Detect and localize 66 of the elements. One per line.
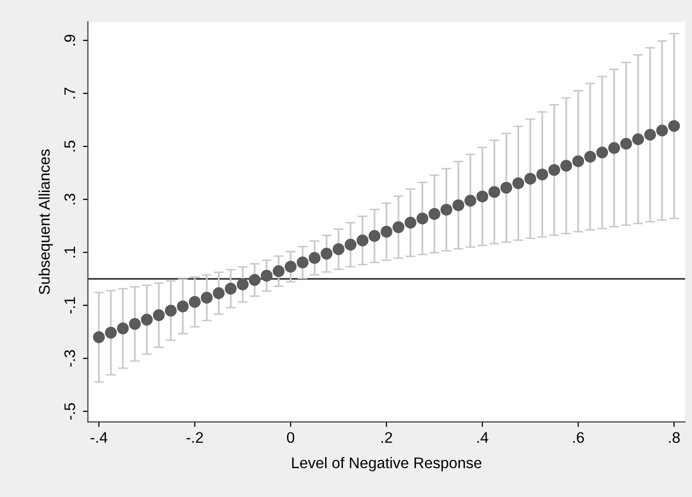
- x-axis-title: Level of Negative Response: [292, 457, 482, 472]
- point: [356, 234, 368, 246]
- point: [632, 133, 644, 146]
- point: [488, 186, 500, 198]
- point: [644, 128, 656, 141]
- point: [284, 260, 297, 273]
- point: [452, 199, 464, 212]
- point: [236, 278, 249, 290]
- y-tick-label: .7: [64, 88, 75, 98]
- point: [512, 177, 524, 190]
- point: [584, 150, 596, 163]
- point: [620, 138, 632, 150]
- y-tick-label: -.5: [64, 403, 76, 420]
- point: [93, 331, 105, 344]
- y-tick-label: .1: [64, 246, 75, 258]
- y-tick-label: .3: [64, 194, 76, 204]
- point: [368, 230, 380, 242]
- x-tick-label: .8: [669, 432, 680, 443]
- x-tick-label: .2: [382, 432, 392, 443]
- point: [200, 292, 213, 304]
- point: [476, 190, 488, 202]
- point: [128, 318, 141, 330]
- point: [572, 155, 584, 168]
- point: [320, 248, 332, 260]
- y-tick-label: .5: [64, 140, 76, 152]
- point: [296, 256, 309, 268]
- point: [272, 265, 285, 278]
- point: [140, 314, 153, 326]
- y-tick-label: -.3: [64, 350, 76, 367]
- point: [188, 296, 201, 308]
- point: [440, 204, 452, 216]
- point: [560, 160, 572, 172]
- point: [380, 226, 392, 238]
- point: [656, 124, 668, 136]
- y-tick-label: .9: [64, 34, 76, 46]
- point: [668, 120, 680, 132]
- point: [524, 172, 536, 185]
- point: [176, 300, 189, 312]
- y-axis-title: Subsequent Alliances: [38, 149, 53, 294]
- point: [344, 238, 356, 251]
- point: [416, 212, 428, 224]
- point: [224, 282, 237, 295]
- point: [608, 142, 620, 154]
- point: [536, 168, 548, 180]
- point: [116, 322, 129, 334]
- y-tick-label: -.1: [64, 297, 75, 314]
- x-tick-label: -.4: [90, 432, 108, 443]
- point: [308, 252, 320, 264]
- point: [392, 221, 404, 234]
- point: [548, 164, 560, 176]
- x-tick-label: 0: [286, 432, 294, 443]
- x-tick-label: .6: [573, 432, 584, 443]
- point: [248, 274, 261, 286]
- point: [164, 304, 177, 317]
- x-tick-label: .4: [477, 432, 488, 443]
- point: [464, 194, 476, 207]
- point: [596, 146, 608, 158]
- point: [212, 287, 225, 300]
- point: [500, 182, 512, 194]
- point: [332, 243, 344, 256]
- point: [260, 270, 273, 282]
- x-tick-label: -.2: [186, 432, 203, 443]
- point: [428, 208, 440, 220]
- point: [404, 216, 416, 229]
- point: [152, 309, 165, 322]
- point: [104, 326, 117, 339]
